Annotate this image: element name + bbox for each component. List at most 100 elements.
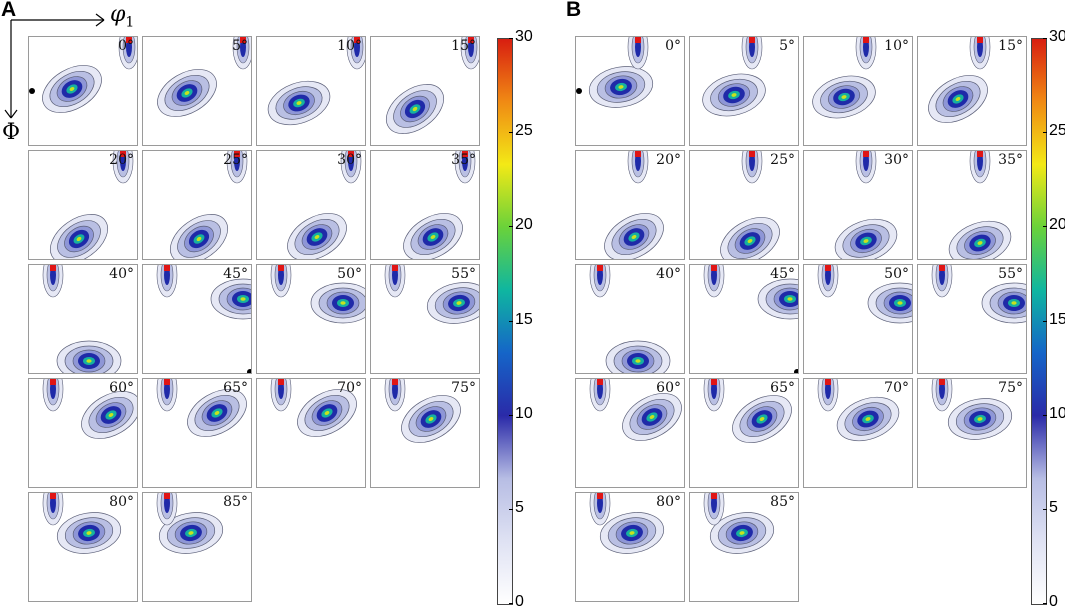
red-square-marker (164, 493, 170, 499)
colorbar (1031, 38, 1047, 605)
red-square-marker (354, 37, 360, 43)
red-square-marker (462, 151, 468, 157)
colorbar-tick-label: 0 (515, 593, 524, 610)
odf-section-tile: 70° (803, 378, 913, 488)
odf-section-tile: 40° (28, 264, 138, 374)
odf-section-tile: 20° (28, 150, 138, 260)
phi2-angle-label: 0° (118, 38, 134, 54)
odf-contour-level (747, 238, 753, 244)
odf-contour-level (955, 96, 961, 102)
red-square-marker (468, 37, 474, 43)
red-square-marker (863, 37, 869, 43)
odf-contour-plot (42, 493, 122, 554)
phi2-angle-label: 15° (998, 38, 1023, 54)
odf-contour-plot (270, 265, 365, 324)
odf-contour-plot (287, 151, 362, 259)
red-square-marker (749, 37, 755, 43)
colorbar-tick-label: 30 (515, 28, 533, 45)
phi2-angle-label: 25° (770, 152, 795, 168)
odf-contour-plot (928, 37, 991, 123)
odf-section-tile: 75° (917, 378, 1027, 488)
phi2-angle-label: 40° (109, 266, 134, 282)
red-square-marker (863, 151, 869, 157)
odf-contour-level (635, 359, 641, 363)
red-square-marker (126, 37, 132, 43)
colorbar-tick-label: 15 (515, 310, 533, 328)
odf-contour-plot (267, 37, 365, 126)
odf-section-tile: 75° (370, 378, 480, 488)
phi2-angle-label: 0° (665, 38, 681, 54)
odf-section-tile: 30° (803, 150, 913, 260)
odf-contour-level (69, 86, 75, 92)
odf-contour-level (787, 297, 793, 301)
red-square-marker (711, 379, 717, 385)
odf-section-tile: 0° (28, 36, 138, 146)
odf-contour-level (324, 410, 330, 416)
odf-contour-plot (50, 151, 134, 259)
phi2-angle-label: 35° (451, 152, 476, 168)
phi2-angle-label: 15° (451, 38, 476, 54)
odf-contour-plot (157, 37, 251, 117)
odf-contour-level (108, 412, 114, 418)
red-square-marker (597, 493, 603, 499)
odf-contour-plot (948, 151, 1012, 259)
odf-contour-plot (589, 265, 671, 373)
colorbar-tick (509, 132, 513, 134)
colorbar-tick-label: 20 (1049, 216, 1065, 234)
red-square-marker (825, 265, 831, 271)
red-square-marker (50, 379, 56, 385)
red-square-marker (635, 151, 641, 157)
panel-letter: A (1, 0, 17, 21)
phi2-angle-label: 10° (337, 38, 362, 54)
axis-arrows (4, 13, 105, 119)
phi2-angle-label: 60° (109, 380, 134, 396)
colorbar-tick (509, 320, 513, 322)
odf-contour-level (86, 531, 92, 535)
odf-section-tile: 5° (689, 36, 799, 146)
odf-section-tile: 40° (575, 264, 685, 374)
odf-contour-plot (817, 379, 900, 442)
colorbar-tick-label: 15 (1049, 310, 1065, 328)
phi2-angle-label: 75° (998, 380, 1023, 396)
odf-contour-plot (156, 265, 251, 373)
phi2-angle-label: 65° (770, 380, 795, 396)
odf-contour-plot (576, 37, 654, 108)
odf-contour-plot (156, 493, 224, 554)
red-square-marker (977, 37, 983, 43)
odf-contour-level (863, 239, 869, 243)
odf-contour-plot (42, 379, 137, 439)
odf-contour-level (188, 531, 194, 535)
phi2-angle-label: 80° (656, 494, 681, 510)
odf-section-tile: 65° (142, 378, 252, 488)
colorbar-tick-label: 20 (515, 216, 533, 234)
odf-section-tile: 70° (256, 378, 366, 488)
phi2-angle-label: 70° (884, 380, 909, 396)
panel-letter: B (566, 0, 582, 21)
odf-contour-plot (384, 265, 479, 324)
odf-section-tile: 35° (917, 150, 1027, 260)
colorbar-tick (1043, 414, 1047, 416)
odf-contour-plot (386, 37, 479, 134)
colorbar-tick (509, 603, 513, 604)
odf-contour-level (631, 234, 637, 240)
odf-contour-plot (170, 151, 248, 259)
odf-contour-plot (703, 379, 792, 443)
phi1-axis-label: φ1 (110, 2, 134, 30)
odf-contour-level (897, 301, 903, 305)
odf-contour-level (841, 95, 847, 99)
colorbar-tick-label: 25 (1049, 122, 1065, 140)
odf-contour-level (314, 234, 320, 240)
odf-section-tile: 55° (917, 264, 1027, 374)
odf-section-tile: 65° (689, 378, 799, 488)
red-square-marker (711, 265, 717, 271)
odf-contour-plot (384, 379, 461, 443)
odf-section-tile: 35° (370, 150, 480, 260)
red-square-marker (348, 151, 354, 157)
odf-section-tile: 30° (256, 150, 366, 260)
odf-contour-plot (812, 37, 877, 119)
phi2-angle-label: 5° (779, 38, 795, 54)
phi2-angle-label: 20° (109, 152, 134, 168)
odf-contour-level (340, 301, 346, 305)
odf-contour-level (76, 236, 82, 242)
phi2-angle-label: 30° (884, 152, 909, 168)
